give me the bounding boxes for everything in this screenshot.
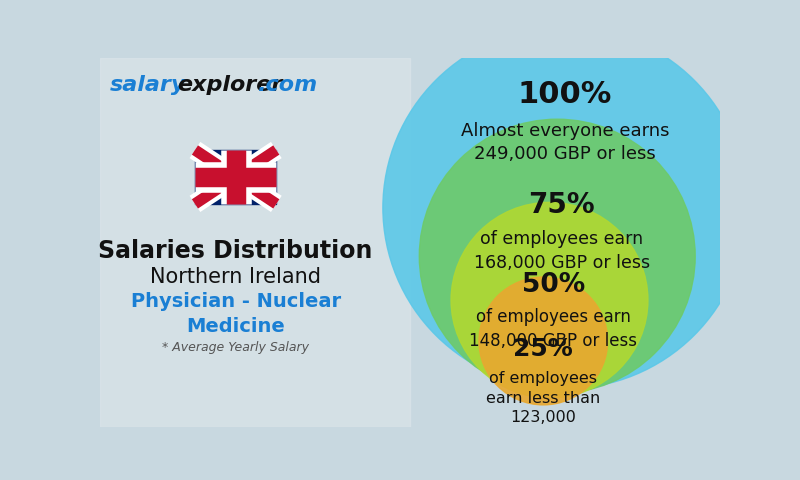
Text: of employees earn
148,000 GBP or less: of employees earn 148,000 GBP or less <box>470 308 638 350</box>
Text: 100%: 100% <box>518 80 612 109</box>
Ellipse shape <box>479 277 608 405</box>
Text: Almost everyone earns
249,000 GBP or less: Almost everyone earns 249,000 GBP or les… <box>461 121 670 163</box>
Text: Salaries Distribution: Salaries Distribution <box>98 240 373 264</box>
Text: 75%: 75% <box>529 192 595 219</box>
Text: 50%: 50% <box>522 272 585 298</box>
Ellipse shape <box>383 27 747 389</box>
Text: of employees
earn less than
123,000: of employees earn less than 123,000 <box>486 371 601 425</box>
Text: * Average Yearly Salary: * Average Yearly Salary <box>162 341 309 354</box>
Bar <box>100 58 410 427</box>
Text: 25%: 25% <box>514 336 573 360</box>
Text: of employees earn
168,000 GBP or less: of employees earn 168,000 GBP or less <box>474 230 650 272</box>
Ellipse shape <box>451 203 648 398</box>
Text: .com: .com <box>258 74 318 95</box>
Text: salary: salary <box>110 74 186 95</box>
Text: explorer: explorer <box>178 74 283 95</box>
Text: Northern Ireland: Northern Ireland <box>150 267 321 287</box>
Text: Physician - Nuclear
Medicine: Physician - Nuclear Medicine <box>130 292 341 336</box>
Ellipse shape <box>419 119 695 393</box>
Bar <box>195 150 276 204</box>
